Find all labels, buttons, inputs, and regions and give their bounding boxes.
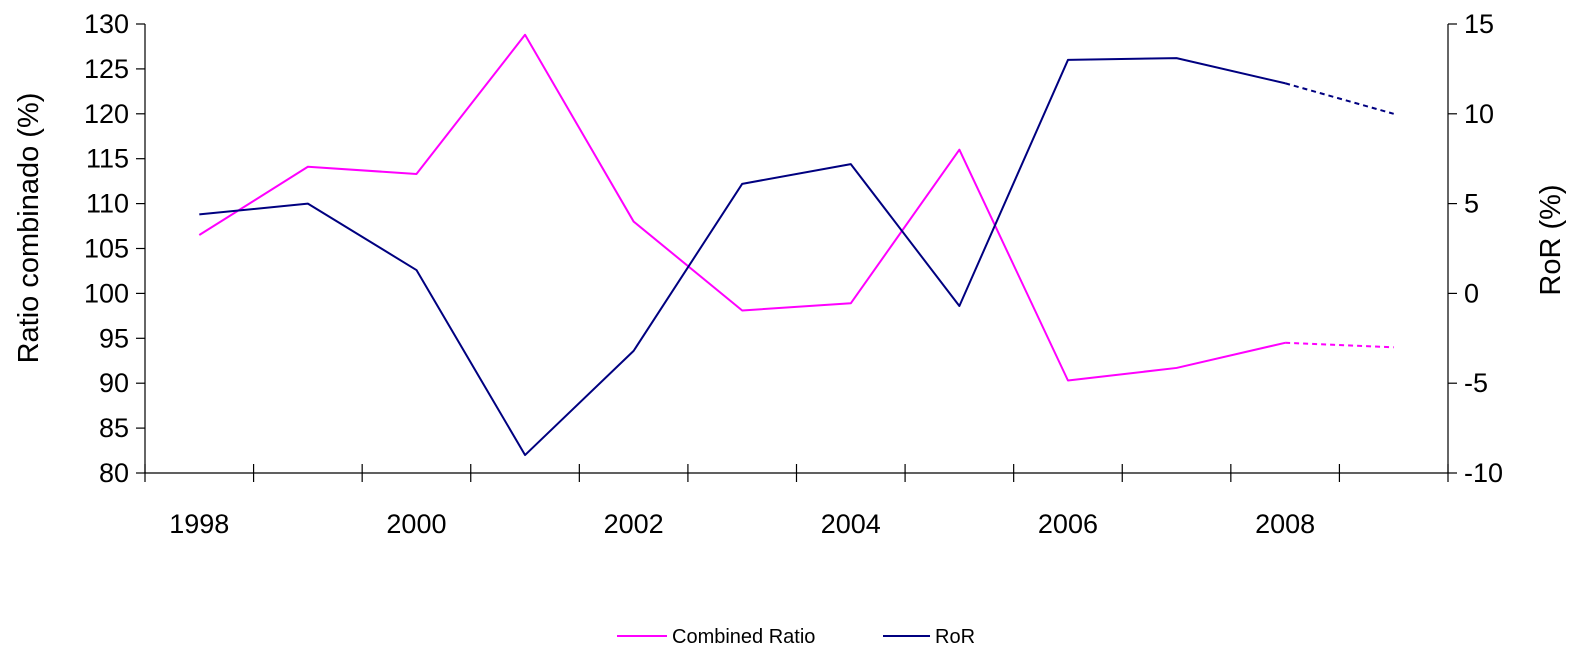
left-tick-label: 130 [84,9,129,39]
right-axis-ticks: 15 10 5 0 -5 -10 [1448,9,1503,488]
left-axis-title: Ratio combinado (%) [13,93,45,364]
x-tick-label: 2008 [1255,509,1315,539]
x-tick-label: 1998 [169,509,229,539]
right-tick-label: 0 [1464,278,1479,308]
legend-label-combined-ratio: Combined Ratio [672,626,815,648]
left-tick-label: 90 [99,368,129,398]
right-tick-label: 10 [1464,99,1494,129]
series-line-ror-projected [1284,82,1394,115]
x-tick-label: 2006 [1038,509,1098,539]
x-axis-ticks: 1998 2000 2002 2004 2006 2008 [144,464,1449,539]
x-tick-label: 2000 [386,509,446,539]
series-line-combined-ratio-projected [1285,341,1394,349]
left-tick-label: 95 [99,323,129,353]
axes [144,24,1449,474]
series-line-combined-ratio [198,33,1286,382]
legend-label-ror: RoR [935,626,975,648]
left-tick-label: 110 [86,189,129,219]
left-tick-label: 105 [84,234,129,264]
left-tick-label: 80 [99,458,129,488]
x-tick-label: 2004 [821,509,881,539]
left-tick-label: 125 [84,54,129,84]
series-line-ror [199,57,1286,457]
right-tick-label: 15 [1464,9,1494,39]
x-tick-label: 2002 [604,509,664,539]
series-lines [198,33,1394,457]
right-tick-label: -10 [1464,458,1503,488]
left-tick-label: 100 [84,278,129,308]
right-tick-label: 5 [1464,189,1479,219]
legend: Combined Ratio RoR [617,626,975,648]
left-tick-label: 85 [99,413,129,443]
right-axis-title: RoR (%) [1535,184,1567,295]
left-tick-label: 120 [84,99,129,129]
right-tick-label: -5 [1464,368,1488,398]
left-axis-ticks: 130 125 120 115 110 105 100 95 90 85 80 [84,9,145,488]
left-tick-label: 115 [86,144,129,174]
